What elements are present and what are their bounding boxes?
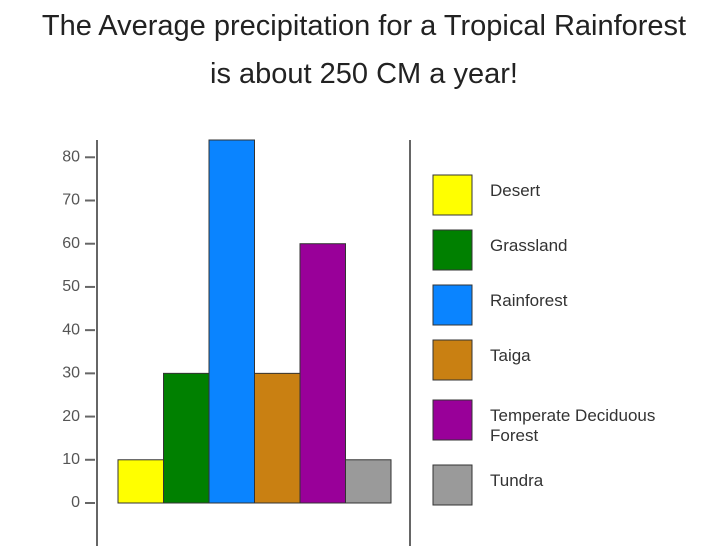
y-tick-label: 80 — [62, 149, 80, 166]
bar — [254, 372, 301, 504]
y-tick-label: 10 — [62, 451, 80, 468]
y-tick-label: 20 — [62, 408, 80, 425]
legend-swatch — [432, 229, 473, 271]
legend-swatch — [432, 174, 473, 216]
legend-label: Temperate Deciduous Forest — [490, 406, 656, 445]
slide-title: The Average precipitation for a Tropical… — [41, 10, 687, 90]
y-tick-label: 70 — [62, 192, 80, 209]
legend-label: Desert — [490, 181, 541, 200]
bar — [208, 139, 255, 504]
bar — [299, 243, 346, 504]
legend-label: Grassland — [490, 236, 568, 255]
y-tick-label: 50 — [62, 278, 80, 295]
legend-swatch — [432, 399, 473, 441]
bar — [117, 459, 164, 504]
legend-swatch — [432, 339, 473, 381]
y-tick-label: 40 — [62, 321, 80, 338]
legend-label: Rainforest — [490, 291, 568, 310]
legend-label: Taiga — [490, 346, 531, 365]
y-tick-label: 0 — [71, 494, 80, 511]
bar — [345, 459, 392, 504]
legend-swatch — [432, 464, 473, 506]
bar — [163, 372, 210, 504]
y-tick-label: 30 — [62, 365, 80, 382]
y-tick-label: 60 — [62, 235, 80, 252]
legend-swatch — [432, 284, 473, 326]
legend-label: Tundra — [490, 471, 544, 490]
